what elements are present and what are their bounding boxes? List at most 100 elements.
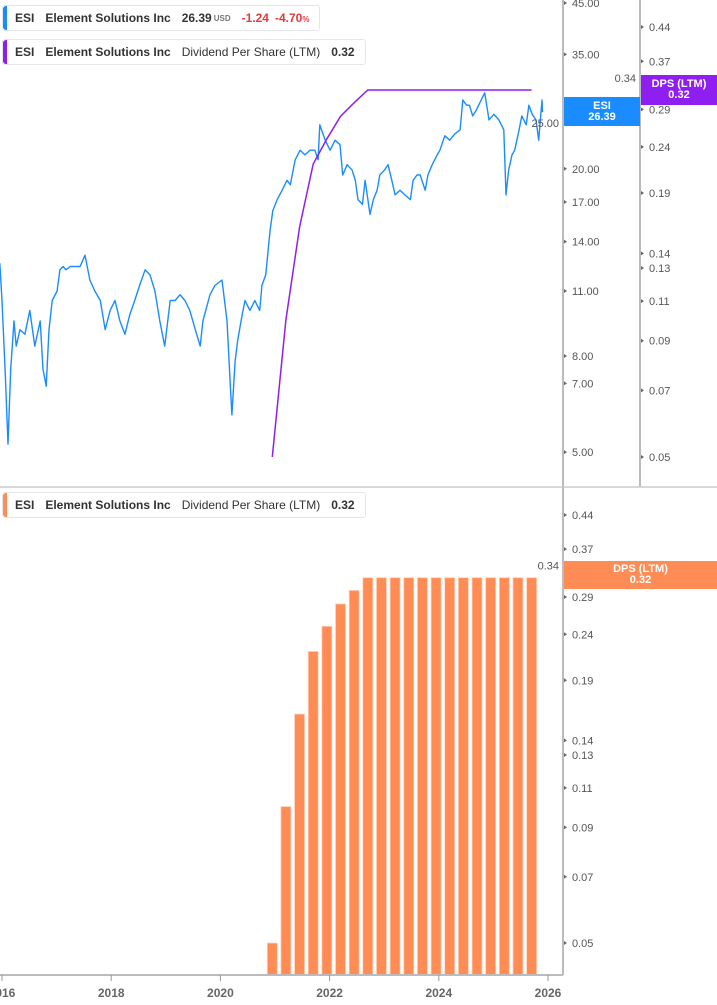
dps-tag-label: DPS (LTM) (651, 78, 707, 90)
price-tag-label: ESI (593, 99, 611, 112)
legend-change-pct: -4.70% (275, 11, 309, 25)
x-tick-label: 2022 (316, 986, 343, 1000)
dps-tick-mark (641, 454, 644, 459)
dps-bar (457, 577, 469, 976)
price-tick-label: 7.00 (572, 378, 593, 390)
price-tick-label: 11.00 (572, 286, 599, 298)
price-tick-mark (564, 52, 567, 57)
dps-tick-label: 0.44 (649, 22, 670, 34)
dps-bar (321, 625, 333, 976)
x-tick-label: 2018 (98, 986, 125, 1000)
dps-tick-mark (641, 266, 644, 271)
price-legend-color (3, 6, 7, 30)
price-tick-mark (564, 288, 567, 293)
change-pct-value: -4.70 (274, 11, 303, 25)
dps-bar (512, 577, 524, 976)
price-tick-mark (564, 354, 567, 359)
legend-ticker: ESI (15, 11, 35, 25)
price-tick-mark (564, 1, 567, 5)
legend-currency: USD (213, 13, 231, 23)
dps-series-line (271, 89, 532, 457)
dps-bar (471, 577, 483, 976)
price-tick-label: 25.00 (531, 118, 559, 130)
dps-bottom-legend[interactable]: ESI Element Solutions Inc Dividend Per S… (2, 492, 366, 518)
dps-top-legend[interactable]: ESI Element Solutions Inc Dividend Per S… (2, 39, 366, 65)
legend-company: Element Solutions Inc (45, 498, 171, 512)
bar-tick-label: 0.13 (572, 750, 593, 762)
legend-company: Element Solutions Inc (45, 11, 171, 25)
dps-tag-value: 0.32 (629, 574, 652, 586)
dps-bar (485, 577, 497, 976)
legend-ticker: ESI (15, 498, 35, 512)
dps-tick-mark (641, 191, 644, 196)
price-tick-label: 5.00 (572, 447, 593, 459)
dps-bar (444, 577, 456, 976)
legend-change: -1.24 (241, 11, 269, 25)
legend-company: Element Solutions Inc (45, 45, 171, 59)
x-tick-label: 2020 (207, 986, 234, 1000)
pct-sign: % (302, 15, 310, 24)
bar-tick-mark (564, 785, 567, 790)
dps-tick-label: 0.29 (649, 104, 670, 116)
price-legend[interactable]: ESI Element Solutions Inc 26.39 USD -1.2… (2, 5, 321, 31)
dps-tick-mark (641, 107, 644, 112)
dps-tag-label: DPS (LTM) (613, 563, 668, 575)
dps-bar (498, 577, 510, 976)
dps-bar (335, 603, 346, 976)
price-tick-mark (564, 450, 567, 455)
bar-tick-mark (564, 547, 567, 552)
price-tag: ESI 26.39 (564, 97, 640, 126)
dps-bar (376, 577, 387, 976)
dps-tick-label: 0.05 (649, 452, 670, 464)
price-tick-label: 35.00 (572, 49, 600, 61)
legend-metric: Dividend Per Share (LTM) (181, 45, 321, 59)
dps-bar (403, 577, 415, 976)
price-tick-mark (564, 381, 567, 386)
price-tick-mark (564, 199, 567, 204)
dps-tick-mark (641, 25, 644, 29)
price-tick-label: 45.00 (572, 0, 600, 10)
dps-bar-panel (266, 577, 538, 976)
dps-bottom-tag: DPS (LTM) 0.32 (564, 561, 717, 589)
x-tick-label: 2024 (425, 986, 452, 1000)
bar-tick-mark (564, 595, 567, 600)
bar-tick-label: 0.44 (572, 510, 593, 522)
dps-bar (430, 577, 442, 976)
bar-tick-mark (564, 940, 567, 945)
dps-tick-mark (641, 144, 644, 149)
dps-tick-mark (641, 299, 644, 304)
bar-tick-mark (564, 632, 567, 637)
dps-bar (294, 713, 305, 976)
dps-tick-label: 0.19 (649, 188, 670, 200)
dps-legend-color (3, 493, 7, 517)
price-tick-mark (564, 166, 567, 171)
dps-tick-label: 0.09 (649, 336, 670, 348)
legend-ticker: ESI (15, 45, 35, 59)
dps-top-tag: DPS (LTM) 0.32 (641, 75, 717, 105)
dps-bar (266, 942, 278, 976)
price-tick-label: 8.00 (572, 351, 593, 363)
bar-tick-mark (564, 738, 567, 743)
price-tick-label: 20.00 (572, 164, 600, 176)
price-tick-label: 17.00 (572, 197, 600, 209)
dps-tick-label: 0.11 (649, 296, 670, 308)
bar-tick-mark (564, 874, 567, 879)
price-tick-mark (564, 239, 567, 244)
bar-tick-label: 0.07 (572, 872, 593, 884)
legend-value: 0.32 (331, 498, 355, 512)
dps-bar (362, 577, 374, 976)
dps-tick-label: 0.07 (649, 385, 670, 397)
dps-tick-mark (641, 251, 644, 256)
dps-bar (348, 589, 360, 976)
bar-tick-label: 0.09 (572, 822, 593, 834)
bar-tick-mark (564, 825, 567, 830)
dps-line-panel (271, 89, 532, 457)
legend-price: 26.39 (181, 11, 212, 25)
bar-tick-mark (564, 513, 567, 517)
dps-tick-label: 0.24 (649, 142, 670, 154)
price-series-line (0, 92, 544, 445)
bar-tick-label: 0.14 (572, 735, 593, 747)
dps-tick-mark (641, 59, 644, 64)
